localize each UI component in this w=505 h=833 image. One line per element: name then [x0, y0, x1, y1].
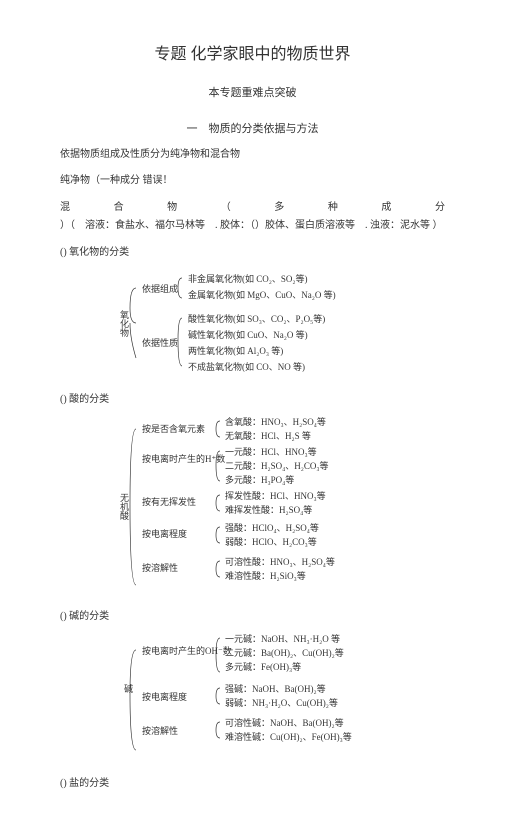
acid-b4-label: 按电离程度 [142, 528, 187, 539]
m5: 多 [274, 198, 284, 213]
section-head: 一 物质的分类依据与方法 [60, 120, 445, 136]
para-classify: 依据物质组成及性质分为纯净物和混合物 [60, 146, 445, 164]
base-b2-2: 弱碱：NH₃·H₂O、Cu(OH)₂等 [225, 697, 338, 708]
base-b1-2: 二元碱：Ba(OH)₂、Cu(OH)₂等 [225, 647, 344, 658]
oxide-b2-2: 碱性氧化物(如 CuO、Na₂O 等) [188, 329, 308, 340]
oxide-b2-4: 不成盐氧化物(如 CO、NO 等) [188, 361, 305, 372]
pure-b: 错误！ [143, 175, 173, 186]
acid-b1-label: 按是否含氧元素 [142, 423, 205, 434]
acid-b3-1: 挥发性酸：HCl、HNO₃等 [225, 490, 326, 501]
m2: 合 [114, 198, 124, 213]
acid-b2-1: 一元酸：HCl、HNO₃等 [225, 446, 317, 457]
m8: 分 [435, 198, 445, 213]
mixture-row: 混 合 物 （ 多 种 成 分 [60, 198, 445, 213]
base-b1-3: 多元碱：Fe(OH)₃等 [225, 661, 301, 672]
oxide-root: 氧化物 [120, 309, 129, 338]
acid-b4-2: 弱酸：HClO、H₂CO₃等 [225, 536, 317, 547]
acid-b4-1: 强酸：HClO₄、H₂SO₄等 [225, 522, 319, 533]
salt-heading: () 盐的分类 [60, 774, 445, 789]
acid-b3-label: 按有无挥发性 [142, 496, 196, 507]
oxide-b1-label: 依据组成 [142, 283, 178, 294]
oxide-b2-label: 依据性质 [142, 337, 178, 348]
acid-b5-2: 难溶性酸：H₂SiO₃等 [225, 570, 306, 581]
oxide-b2-3: 两性氧化物(如 Al₂O₃ 等) [188, 345, 283, 356]
base-heading: () 碱的分类 [60, 607, 445, 622]
base-diagram: 碱 按电离时产生的OH⁻数 一元碱：NaOH、NH₃·H₂O 等 二元碱：Ba(… [120, 632, 445, 762]
oxide-diagram: 氧化物 依据组成 非金属氧化物(如 CO₂、SO₂等) 金属氧化物(如 MgO、… [120, 268, 445, 378]
acid-b1-1: 含氧酸：HNO₃、H₂SO₄等 [225, 416, 326, 427]
page-subtitle: 本专题重难点突破 [60, 84, 445, 100]
acid-b2-3: 多元酸：H₃PO₄等 [225, 474, 294, 485]
m4: （ [221, 198, 231, 213]
acid-root: 无机酸 [120, 493, 129, 521]
m6: 种 [328, 198, 338, 213]
acid-b5-label: 按溶解性 [142, 562, 178, 573]
acid-b2-2: 二元酸：H₂SO₄、H₂CO₃等 [225, 460, 329, 471]
m1: 混 [60, 198, 70, 213]
base-b2-1: 强碱：NaOH、Ba(OH)₂等 [225, 683, 326, 694]
base-b2-label: 按电离程度 [142, 691, 187, 702]
pure-a: 纯净物（一种成分 [60, 175, 140, 186]
acid-heading: () 酸的分类 [60, 390, 445, 405]
acid-diagram: 无机酸 按是否含氧元素 含氧酸：HNO₃、H₂SO₄等 无氧酸：HCl、H₂S … [120, 415, 445, 595]
oxide-b1-1: 非金属氧化物(如 CO₂、SO₂等) [188, 273, 308, 284]
oxide-heading: () 氧化物的分类 [60, 243, 445, 258]
base-b3-1: 可溶性碱：NaOH、Ba(OH)₂等 [225, 717, 344, 728]
base-b1-label: 按电离时产生的OH⁻数 [142, 645, 232, 656]
oxide-b2-1: 酸性氧化物(如 SO₃、CO₂、P₂O₅等) [188, 313, 325, 324]
acid-b5-1: 可溶性酸：HNO₃、H₂SO₄等 [225, 556, 335, 567]
acid-b1-2: 无氧酸：HCl、H₂S 等 [225, 430, 311, 441]
para-mixture-detail: ）（ 溶液：食盐水、福尔马林等 . 胶体：（）胶体、蛋白质溶液等 . 浊液：泥水… [60, 217, 445, 235]
acid-b2-label: 按电离时产生的H⁺数 [142, 453, 225, 464]
page-title: 专题 化学家眼中的物质世界 [60, 40, 445, 64]
m7: 成 [381, 198, 391, 213]
acid-b3-2: 难挥发性酸：H₂SO₄等 [225, 504, 312, 515]
oxide-b1-2: 金属氧化物(如 MgO、CuO、Na₂O 等) [188, 289, 336, 300]
para-pure: 纯净物（一种成分 错误！ [60, 172, 445, 190]
base-root: 碱 [124, 684, 133, 694]
base-b1-1: 一元碱：NaOH、NH₃·H₂O 等 [225, 633, 340, 644]
base-b3-label: 按溶解性 [142, 725, 178, 736]
m3: 物 [167, 198, 177, 213]
base-b3-2: 难溶性碱：Cu(OH)₂、Fe(OH)₃等 [225, 731, 352, 742]
